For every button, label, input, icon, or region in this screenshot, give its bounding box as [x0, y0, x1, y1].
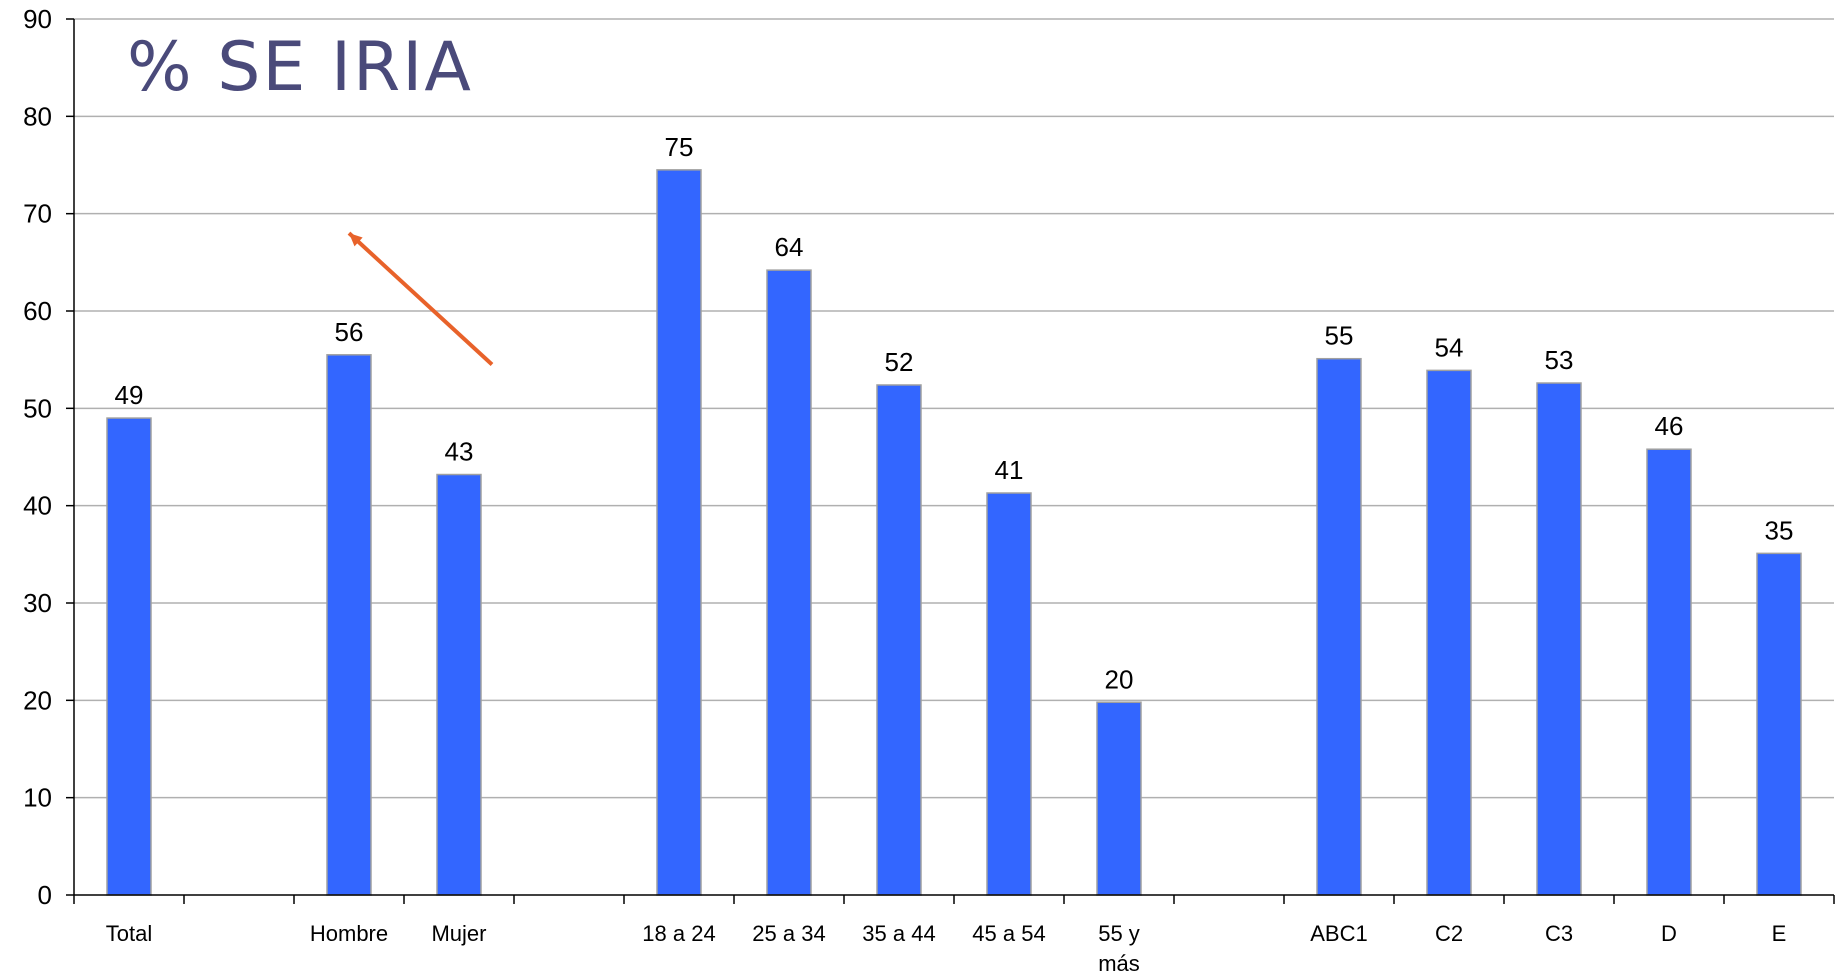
x-tick-label: 45 a 54	[972, 921, 1045, 946]
x-tick-label: más	[1098, 951, 1140, 976]
x-tick-label: Hombre	[310, 921, 388, 946]
axis-layer: 0 10 20 30 40 50 60 70 80 90	[23, 4, 1835, 910]
y-tick-label: 10	[23, 783, 52, 813]
x-tick-label: 25 a 34	[752, 921, 825, 946]
x-tick-label: C2	[1435, 921, 1463, 946]
y-tick-label: 30	[23, 588, 52, 618]
x-tick-label: Mujer	[431, 921, 486, 946]
y-tick-label: 40	[23, 491, 52, 521]
bar	[1096, 701, 1142, 896]
y-tick-label: 0	[38, 880, 52, 910]
data-label: 55	[1325, 321, 1354, 351]
annotation-layer	[347, 231, 494, 367]
bar	[436, 473, 482, 896]
bar	[326, 354, 372, 896]
x-tick-label: 55 y	[1098, 921, 1140, 946]
data-label: 46	[1655, 411, 1684, 441]
x-tick-label: ABC1	[1310, 921, 1367, 946]
data-label: 41	[995, 455, 1024, 485]
x-tick-label: D	[1661, 921, 1677, 946]
bar	[986, 492, 1032, 896]
x-tick-label: 18 a 24	[642, 921, 715, 946]
y-tick-label: 60	[23, 296, 52, 326]
data-label: 56	[335, 317, 364, 347]
x-tick-label: C3	[1545, 921, 1573, 946]
y-tick-label: 90	[23, 4, 52, 34]
labels-layer: 49 Total 56 Hombre 43 Mujer 75 18 a 24 64 25 a 34…	[106, 132, 1794, 976]
bar	[1426, 369, 1472, 896]
annotation-arrow-head	[349, 233, 363, 247]
y-tick-label: 80	[23, 101, 52, 131]
bar	[1316, 357, 1362, 896]
data-label: 43	[445, 437, 474, 467]
data-label: 75	[665, 132, 694, 162]
data-label: 64	[775, 232, 804, 262]
bar	[766, 269, 812, 896]
bar	[1756, 552, 1802, 896]
data-label: 53	[1545, 345, 1574, 375]
data-label: 49	[115, 380, 144, 410]
bar	[1536, 382, 1582, 896]
data-label: 54	[1435, 332, 1464, 362]
bars-layer	[106, 169, 1802, 896]
data-label: 52	[885, 347, 914, 377]
data-label: 35	[1765, 515, 1794, 545]
y-tick-label: 70	[23, 199, 52, 229]
x-tick-label: Total	[106, 921, 152, 946]
bar	[1646, 448, 1692, 896]
data-label: 20	[1105, 664, 1134, 694]
x-tick-label: 35 a 44	[862, 921, 935, 946]
chart-title: % SE IRIA	[127, 28, 473, 107]
bar	[656, 169, 702, 896]
y-tick-label: 50	[23, 393, 52, 423]
y-tick-label: 20	[23, 685, 52, 715]
x-tick-label: E	[1772, 921, 1787, 946]
annotation-arrow-shaft	[347, 231, 494, 367]
bar	[876, 384, 922, 896]
bar	[106, 417, 152, 896]
